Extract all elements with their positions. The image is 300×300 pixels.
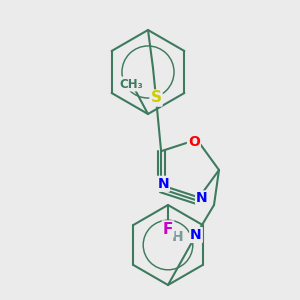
Text: S: S: [151, 91, 161, 106]
Text: N: N: [157, 177, 169, 191]
Text: H: H: [172, 230, 184, 244]
Text: N: N: [196, 191, 208, 206]
Text: N: N: [190, 228, 202, 242]
Text: F: F: [163, 221, 173, 236]
Text: CH₃: CH₃: [119, 77, 143, 91]
Text: O: O: [188, 135, 200, 148]
